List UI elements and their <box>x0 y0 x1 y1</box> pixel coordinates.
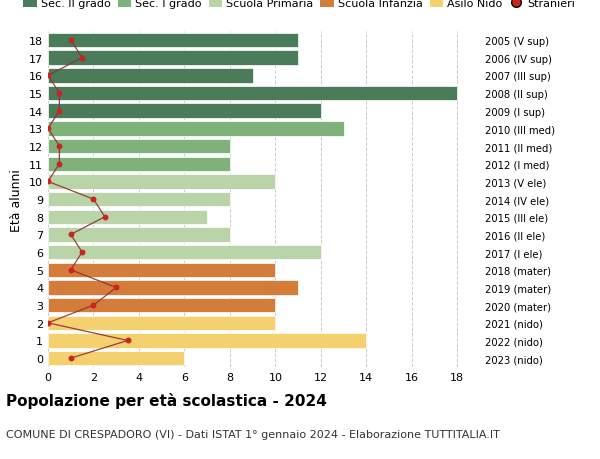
Text: Popolazione per età scolastica - 2024: Popolazione per età scolastica - 2024 <box>6 392 327 409</box>
Point <box>43 73 53 80</box>
Point <box>66 355 76 362</box>
Bar <box>48 334 367 348</box>
Point <box>100 213 110 221</box>
Text: Anni di nascita: Anni di nascita <box>597 153 600 246</box>
Bar <box>48 316 275 330</box>
Point <box>123 337 133 344</box>
Bar <box>48 263 275 277</box>
Point <box>112 284 121 291</box>
Bar <box>48 210 207 224</box>
Bar <box>48 246 321 260</box>
Bar <box>48 87 457 101</box>
Bar <box>48 228 230 242</box>
Point <box>43 179 53 186</box>
Point <box>55 108 64 115</box>
Text: COMUNE DI CRESPADORO (VI) - Dati ISTAT 1° gennaio 2024 - Elaborazione TUTTITALIA: COMUNE DI CRESPADORO (VI) - Dati ISTAT 1… <box>6 429 500 439</box>
Point <box>66 37 76 45</box>
Point <box>55 143 64 151</box>
Y-axis label: Età alunni: Età alunni <box>10 168 23 231</box>
Legend: Sec. II grado, Sec. I grado, Scuola Primaria, Scuola Infanzia, Asilo Nido, Stran: Sec. II grado, Sec. I grado, Scuola Prim… <box>19 0 580 14</box>
Point <box>77 249 87 256</box>
Point <box>77 55 87 62</box>
Point <box>43 319 53 327</box>
Point <box>55 90 64 97</box>
Bar <box>48 34 298 48</box>
Bar <box>48 280 298 295</box>
Bar <box>48 157 230 172</box>
Point <box>89 302 98 309</box>
Bar <box>48 51 298 66</box>
Point <box>66 231 76 239</box>
Point <box>66 267 76 274</box>
Bar <box>48 351 184 366</box>
Bar <box>48 175 275 189</box>
Point <box>55 161 64 168</box>
Bar <box>48 104 321 119</box>
Point <box>43 125 53 133</box>
Bar <box>48 140 230 154</box>
Bar <box>48 69 253 84</box>
Bar <box>48 298 275 313</box>
Bar <box>48 122 344 136</box>
Point <box>89 196 98 203</box>
Bar <box>48 192 230 207</box>
